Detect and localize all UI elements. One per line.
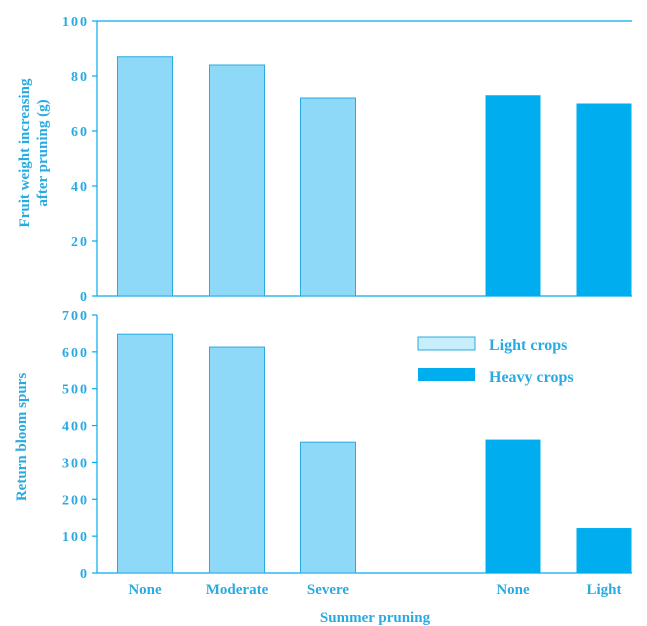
panel2-ytick-label: 100 bbox=[62, 530, 89, 545]
panel1-ylabel-line2: after pruning (g) bbox=[35, 99, 51, 206]
panel1-ytick-label: 60 bbox=[71, 125, 89, 140]
x-category-label: Light bbox=[586, 582, 621, 598]
panel2-ytick-label: 600 bbox=[62, 346, 89, 361]
panel2-bar-heavy-4 bbox=[576, 528, 632, 573]
panel1-bar-light-2 bbox=[300, 97, 356, 297]
panel1-ytick-label: 80 bbox=[71, 70, 89, 85]
legend-label-light-crops: Light crops bbox=[489, 337, 567, 354]
panel1-bar-heavy-3 bbox=[485, 95, 541, 296]
panel2-ytick-label: 400 bbox=[62, 420, 89, 435]
legend-swatch-heavy-crops bbox=[418, 368, 475, 381]
x-category-label: Moderate bbox=[206, 582, 269, 598]
panel1-ytick-label: 0 bbox=[80, 290, 89, 305]
panel2-bar-heavy-3 bbox=[485, 439, 541, 573]
panel2-ytick-label: 500 bbox=[62, 383, 89, 398]
x-category-label: Severe bbox=[307, 582, 350, 598]
panel2-bar-light-2 bbox=[300, 441, 356, 574]
panel1-ylabel-line1: Fruit weight increasing bbox=[17, 78, 33, 227]
panel1-bar-light-0 bbox=[117, 56, 173, 297]
panel1-ytick-label: 100 bbox=[62, 15, 89, 30]
panel2-bar-light-1 bbox=[209, 346, 265, 574]
panel2-ytick-label: 0 bbox=[80, 567, 89, 582]
panel2-ytick-label: 700 bbox=[62, 309, 89, 324]
x-category-label: None bbox=[496, 582, 530, 598]
panel1-ytick-label: 40 bbox=[71, 180, 89, 195]
panel2-ytick-label: 300 bbox=[62, 456, 89, 471]
panel1-bar-light-1 bbox=[209, 64, 265, 297]
x-axis-title: Summer pruning bbox=[320, 610, 431, 626]
panel1-ytick-label: 20 bbox=[71, 235, 89, 250]
panel1-bar-heavy-4 bbox=[576, 103, 632, 296]
panel2-ytick-label: 200 bbox=[62, 493, 89, 508]
legend-label-heavy-crops: Heavy crops bbox=[489, 369, 574, 386]
x-category-label: None bbox=[128, 582, 162, 598]
panel2-bar-light-0 bbox=[117, 333, 173, 574]
panel2-ylabel: Return bloom spurs bbox=[14, 373, 30, 502]
legend-swatch-light-crops bbox=[417, 336, 476, 351]
